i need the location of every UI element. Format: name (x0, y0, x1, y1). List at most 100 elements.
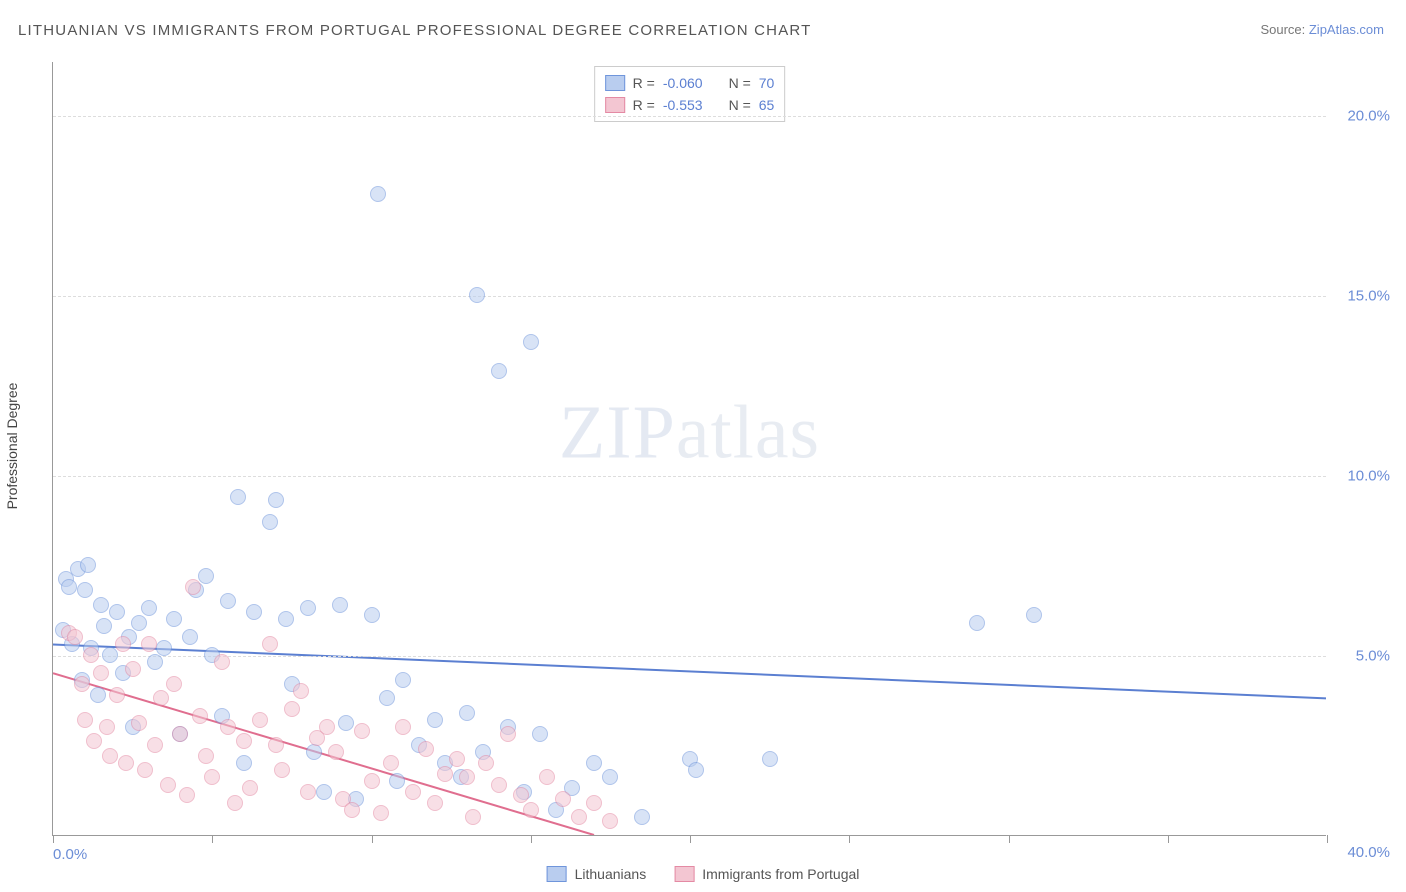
x-tick (212, 835, 213, 843)
data-point (220, 593, 236, 609)
data-point (204, 769, 220, 785)
data-point (137, 762, 153, 778)
data-point (437, 766, 453, 782)
x-tick (1009, 835, 1010, 843)
data-point (418, 741, 434, 757)
data-point (90, 687, 106, 703)
data-point (109, 687, 125, 703)
data-point (109, 604, 125, 620)
watermark: ZIPatlas (559, 390, 820, 477)
data-point (274, 762, 290, 778)
stats-row: R =-0.553N =65 (605, 94, 775, 116)
data-point (86, 733, 102, 749)
source-link[interactable]: ZipAtlas.com (1309, 22, 1384, 37)
data-point (252, 712, 268, 728)
data-point (236, 733, 252, 749)
data-point (141, 600, 157, 616)
data-point (192, 708, 208, 724)
data-point (67, 629, 83, 645)
r-label: R = (633, 97, 655, 113)
r-value: -0.060 (663, 75, 703, 91)
data-point (370, 186, 386, 202)
stats-legend: R =-0.060N =70R =-0.553N =65 (594, 66, 786, 122)
data-point (185, 579, 201, 595)
data-point (395, 719, 411, 735)
chart-title: LITHUANIAN VS IMMIGRANTS FROM PORTUGAL P… (18, 22, 812, 39)
data-point (405, 784, 421, 800)
data-point (383, 755, 399, 771)
data-point (395, 672, 411, 688)
y-tick-label: 20.0% (1334, 108, 1390, 125)
data-point (478, 755, 494, 771)
y-tick-label: 5.0% (1334, 648, 1390, 665)
r-value: -0.553 (663, 97, 703, 113)
y-tick-label: 15.0% (1334, 288, 1390, 305)
r-label: R = (633, 75, 655, 91)
x-tick (1168, 835, 1169, 843)
x-axis-max-label: 40.0% (1347, 844, 1390, 861)
data-point (427, 712, 443, 728)
data-point (246, 604, 262, 620)
legend-item: Lithuanians (547, 866, 647, 882)
data-point (602, 769, 618, 785)
data-point (80, 557, 96, 573)
x-tick (690, 835, 691, 843)
y-tick-label: 10.0% (1334, 468, 1390, 485)
data-point (379, 690, 395, 706)
n-label: N = (729, 75, 751, 91)
data-point (125, 661, 141, 677)
data-point (115, 636, 131, 652)
series-legend: Lithuanians Immigrants from Portugal (547, 866, 860, 882)
legend-item: Immigrants from Portugal (674, 866, 859, 882)
data-point (449, 751, 465, 767)
data-point (328, 744, 344, 760)
data-point (293, 683, 309, 699)
x-tick (1327, 835, 1328, 843)
data-point (236, 755, 252, 771)
legend-label: Lithuanians (575, 866, 647, 882)
data-point (131, 615, 147, 631)
data-point (179, 787, 195, 803)
data-point (364, 773, 380, 789)
data-point (284, 701, 300, 717)
data-point (586, 755, 602, 771)
legend-label: Immigrants from Portugal (702, 866, 859, 882)
data-point (93, 597, 109, 613)
data-point (688, 762, 704, 778)
gridline (53, 116, 1326, 117)
x-axis-min-label: 0.0% (53, 846, 87, 863)
legend-swatch (674, 866, 694, 882)
source-attribution: Source: ZipAtlas.com (1260, 22, 1384, 37)
data-point (214, 654, 230, 670)
x-tick (531, 835, 532, 843)
gridline (53, 296, 1326, 297)
data-point (300, 784, 316, 800)
data-point (469, 287, 485, 303)
n-value: 70 (759, 75, 775, 91)
data-point (268, 492, 284, 508)
data-point (1026, 607, 1042, 623)
data-point (198, 748, 214, 764)
legend-swatch (605, 97, 625, 113)
data-point (316, 784, 332, 800)
data-point (344, 802, 360, 818)
gridline (53, 656, 1326, 657)
data-point (427, 795, 443, 811)
data-point (147, 737, 163, 753)
data-point (602, 813, 618, 829)
data-point (262, 636, 278, 652)
source-label: Source: (1260, 22, 1308, 37)
data-point (131, 715, 147, 731)
data-point (262, 514, 278, 530)
data-point (230, 489, 246, 505)
data-point (491, 363, 507, 379)
data-point (459, 769, 475, 785)
data-point (319, 719, 335, 735)
legend-swatch (605, 75, 625, 91)
data-point (532, 726, 548, 742)
data-point (99, 719, 115, 735)
data-point (102, 647, 118, 663)
data-point (182, 629, 198, 645)
stats-row: R = -0.060 N = 70 (605, 72, 775, 94)
data-point (354, 723, 370, 739)
